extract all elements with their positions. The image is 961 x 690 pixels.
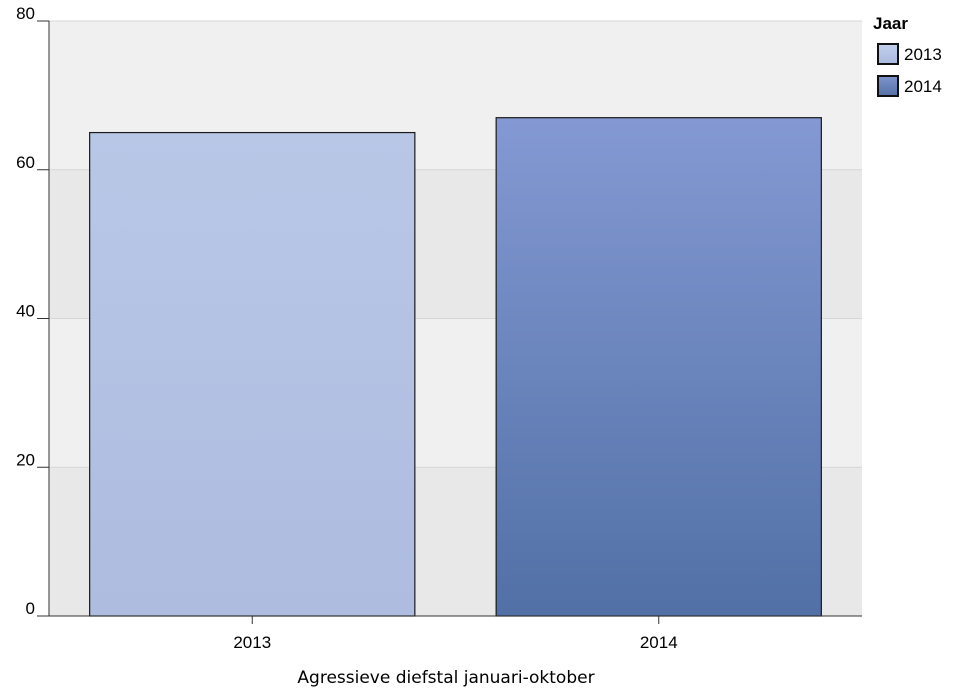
x-axis-label: Agressieve diefstal januari-oktober (297, 668, 594, 688)
legend-swatch-2014 (877, 75, 899, 97)
x-tick-label: 2013 (233, 633, 271, 652)
legend-title: Jaar (873, 14, 908, 33)
y-tick-label: 60 (16, 153, 35, 172)
y-axis-ticks: 0 20 40 60 80 (16, 4, 49, 618)
y-tick-label: 20 (16, 450, 35, 469)
bar-2013 (89, 131, 416, 617)
legend-label-2013: 2013 (904, 45, 942, 64)
y-tick-label: 0 (26, 599, 35, 618)
legend-label-2014: 2014 (904, 77, 942, 96)
bars (89, 117, 822, 617)
x-tick-label: 2014 (640, 633, 678, 652)
x-axis-ticks: 2013 2014 (233, 616, 678, 652)
legend-swatch-2013 (877, 43, 899, 65)
y-tick-label: 40 (16, 302, 35, 321)
legend: Jaar 2013 2014 (873, 14, 942, 97)
bar-2014 (495, 117, 822, 617)
y-tick-label: 80 (16, 4, 35, 23)
